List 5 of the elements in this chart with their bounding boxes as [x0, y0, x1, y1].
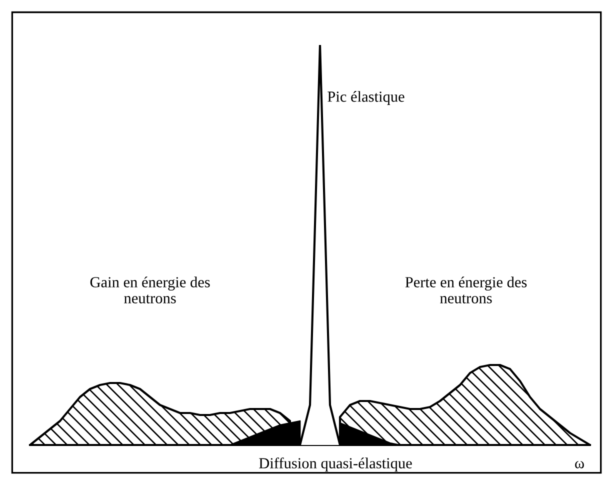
annotation: Pic élastique	[328, 91, 404, 105]
annotation: Perte en énergie des neutrons	[405, 276, 527, 304]
x-axis-title: ω	[575, 461, 584, 468]
text: Diffusion quasi-élastique	[259, 458, 412, 472]
annotation: Gain en énergie des neutrons	[90, 276, 210, 304]
